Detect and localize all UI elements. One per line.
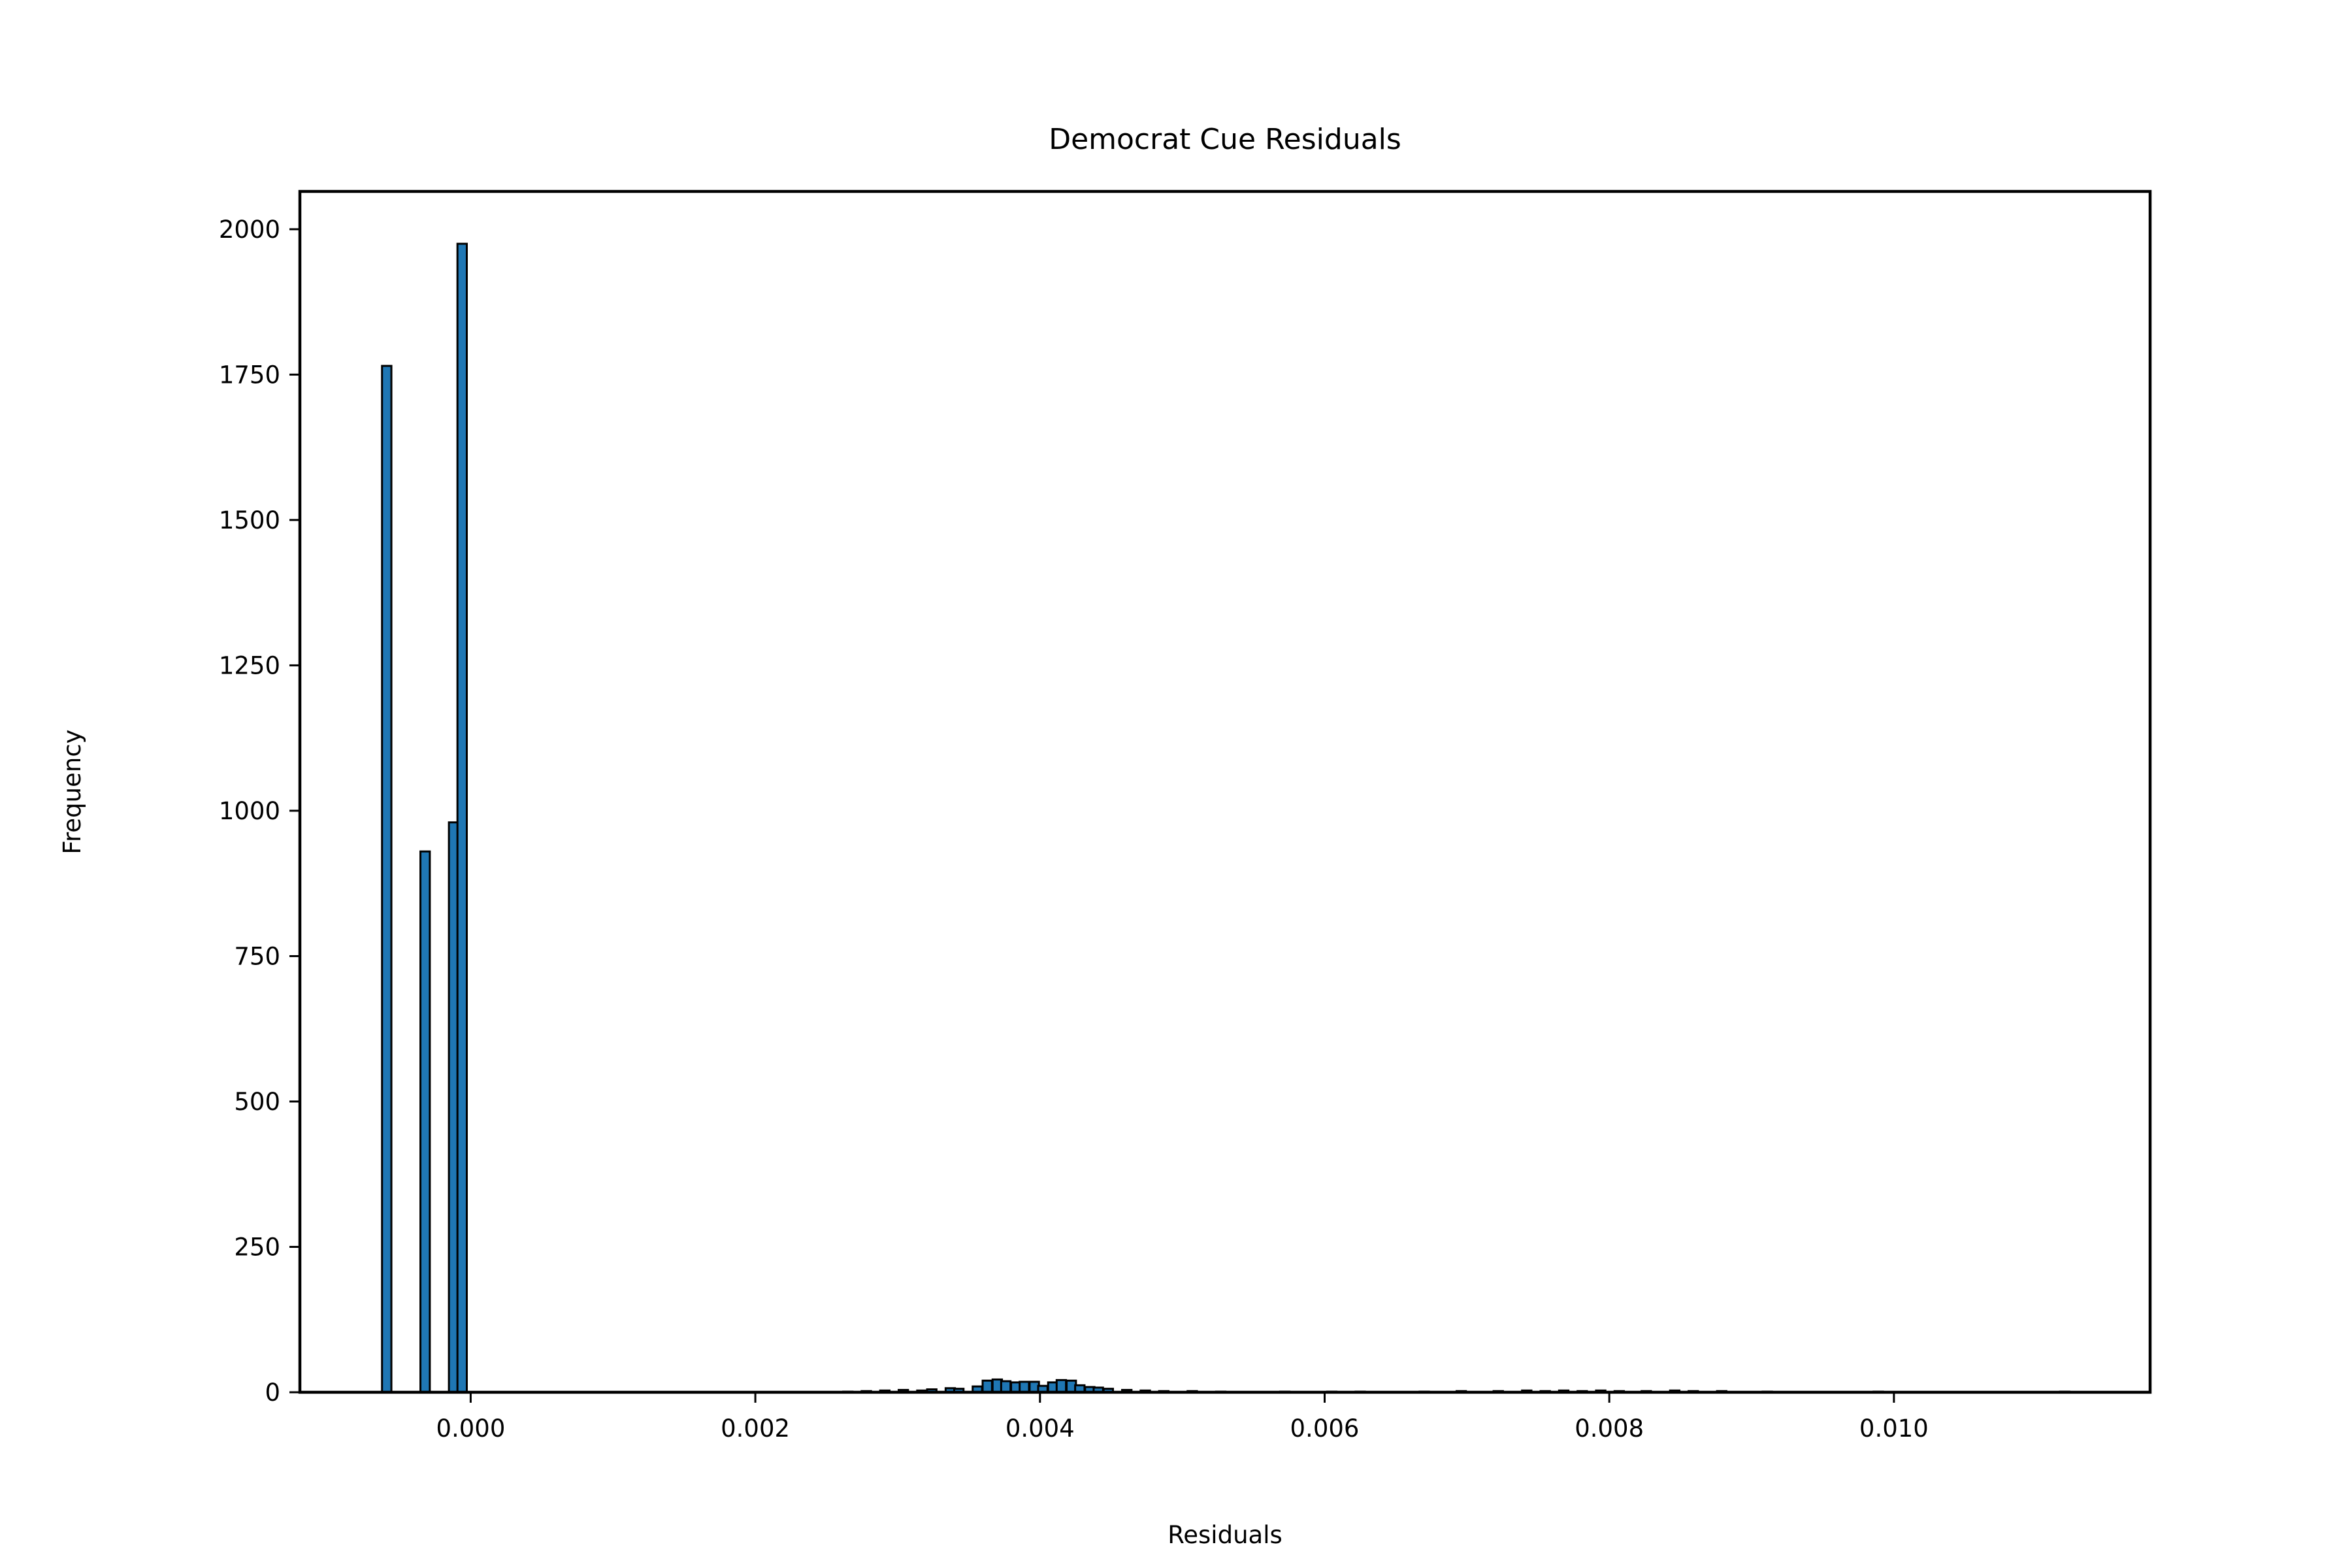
y-tick-label: 0 (265, 1379, 280, 1407)
x-axis-ticks: 0.000 0.002 0.004 0.006 0.008 0.010 (436, 1392, 1929, 1443)
chart-title: Democrat Cue Residuals (1049, 123, 1401, 156)
histogram-bar (456, 242, 468, 1394)
y-tick-label: 1750 (219, 361, 280, 389)
histogram-bar (419, 850, 431, 1394)
y-axis-label: Frequency (58, 729, 86, 854)
y-tick-label: 250 (234, 1233, 280, 1261)
y-tick-label: 2000 (219, 216, 280, 244)
histogram-bar (1019, 1380, 1030, 1394)
x-tick-label: 0.006 (1290, 1414, 1360, 1443)
x-tick-label: 0.010 (1859, 1414, 1929, 1443)
histogram-bar (1055, 1379, 1068, 1394)
x-axis-label: Residuals (1168, 1521, 1282, 1549)
histogram-bar (381, 365, 393, 1394)
x-tick-label: 0.002 (721, 1414, 790, 1443)
y-tick-label: 750 (234, 942, 280, 970)
histogram-bar (981, 1379, 993, 1394)
y-tick-label: 500 (234, 1088, 280, 1116)
y-axis-ticks: 0 250 500 750 1000 1250 1500 1750 2000 (219, 216, 300, 1407)
x-tick-label: 0.004 (1005, 1414, 1075, 1443)
x-tick-label: 0.008 (1575, 1414, 1644, 1443)
y-tick-label: 1500 (219, 506, 280, 534)
histogram-bar (1000, 1380, 1012, 1394)
y-tick-label: 1250 (219, 651, 280, 679)
plot-frame (298, 189, 2152, 1394)
y-tick-label: 1000 (219, 797, 280, 825)
x-tick-label: 0.000 (436, 1414, 505, 1443)
histogram-bars (381, 242, 2070, 1394)
